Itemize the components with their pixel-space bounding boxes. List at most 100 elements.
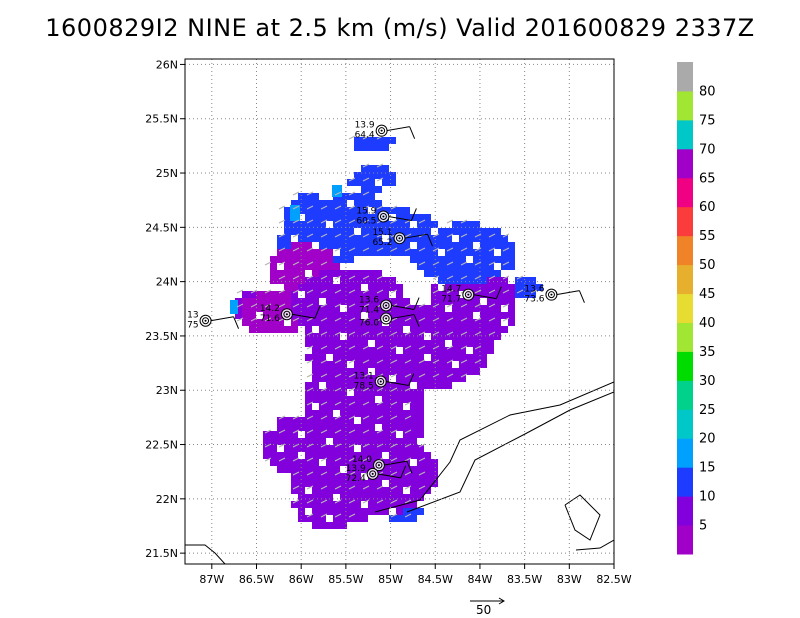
x-tick-label: 84W [468, 573, 493, 586]
wind-cell [326, 207, 333, 214]
wind-cell [508, 319, 515, 326]
wind-cell [375, 340, 382, 347]
wind-vector [474, 317, 482, 322]
wind-cell [382, 277, 389, 284]
wind-cell [312, 410, 319, 417]
wind-cell [403, 417, 410, 424]
wind-cell [368, 501, 375, 508]
wind-cell [277, 277, 284, 284]
wind-cell [396, 333, 403, 340]
wind-cell [403, 235, 410, 242]
wind-cell [319, 403, 326, 410]
wind-cell [347, 319, 354, 326]
wind-cell [375, 270, 382, 277]
wind-cell [480, 270, 487, 277]
wind-cell [382, 389, 389, 396]
wind-vector [460, 247, 468, 252]
colorbar-swatch [677, 525, 693, 555]
wind-vector [306, 317, 314, 322]
wind-cell [361, 228, 368, 235]
wind-cell [270, 256, 277, 263]
wind-cell [298, 438, 305, 445]
wind-vector [404, 513, 412, 518]
wind-cell [340, 494, 347, 501]
wind-cell [508, 263, 515, 270]
wind-vector [292, 261, 300, 266]
wind-cell [368, 417, 375, 424]
wind-vector [432, 317, 440, 322]
wind-vector [292, 289, 300, 294]
wind-cell [403, 361, 410, 368]
wind-cell [319, 431, 326, 438]
wind-cell [501, 249, 508, 256]
wind-cell [361, 291, 368, 298]
wind-cell [284, 417, 291, 424]
wind-vector [362, 275, 370, 280]
wind-vector [460, 345, 468, 350]
wind-cell [452, 354, 459, 361]
wind-cell [340, 200, 347, 207]
wind-cell [389, 242, 396, 249]
wind-cell [298, 221, 305, 228]
wind-cell [403, 242, 410, 249]
wind-cell [382, 144, 389, 151]
wind-vector [306, 191, 314, 196]
wind-cell [382, 382, 389, 389]
wind-cell [326, 417, 333, 424]
wind-cell [305, 424, 312, 431]
wind-cell [284, 424, 291, 431]
wind-cell [494, 305, 501, 312]
wind-cell [340, 382, 347, 389]
wind-barb-feather [400, 465, 407, 479]
wind-cell [298, 270, 305, 277]
wind-vector [460, 233, 468, 238]
wind-cell [361, 347, 368, 354]
y-tick-label: 24N [156, 276, 178, 289]
wind-vector [404, 345, 412, 350]
wind-cell [382, 333, 389, 340]
wind-cell [480, 284, 487, 291]
wind-cell [368, 382, 375, 389]
wind-vector [362, 317, 370, 322]
wind-cell [417, 319, 424, 326]
wind-cell [354, 354, 361, 361]
wind-cell [389, 438, 396, 445]
wind-cell [333, 368, 340, 375]
wind-cell [319, 305, 326, 312]
wind-cell [396, 361, 403, 368]
wind-cell [291, 473, 298, 480]
wind-cell [326, 242, 333, 249]
wind-cell [291, 249, 298, 256]
wind-cell [347, 305, 354, 312]
wind-vector [404, 233, 412, 238]
wind-vector [446, 261, 454, 266]
wind-cell [284, 235, 291, 242]
wind-cell [312, 424, 319, 431]
wind-cell [417, 221, 424, 228]
wind-cell [508, 305, 515, 312]
wind-cell [270, 319, 277, 326]
wind-cell [347, 382, 354, 389]
wind-cell [312, 375, 319, 382]
wind-cell [396, 417, 403, 424]
wind-cell [298, 494, 305, 501]
wind-cell [319, 508, 326, 515]
chart-title: 1600829I2 NINE at 2.5 km (m/s) Valid 201… [45, 14, 755, 42]
y-tick-label: 23.5N [145, 330, 178, 343]
observation-circle-inner [202, 317, 210, 325]
wind-cell [312, 480, 319, 487]
observation-dot [380, 129, 383, 132]
wind-cell [284, 221, 291, 228]
wind-cell [375, 165, 382, 172]
wind-cell [256, 326, 263, 333]
wind-cell [466, 368, 473, 375]
wind-cell [396, 480, 403, 487]
wind-cell [368, 165, 375, 172]
wind-cell [410, 214, 417, 221]
wind-vector [418, 471, 426, 476]
wind-cell [480, 277, 487, 284]
wind-cell [333, 256, 340, 263]
wind-cell [326, 214, 333, 221]
wind-cell [291, 228, 298, 235]
wind-cell [305, 452, 312, 459]
